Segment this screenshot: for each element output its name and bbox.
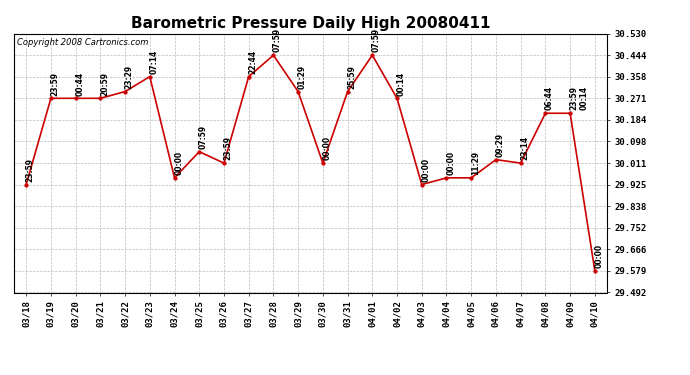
Text: 22:44: 22:44	[248, 50, 257, 74]
Text: 07:59: 07:59	[199, 125, 208, 149]
Text: 01:29: 01:29	[298, 64, 307, 89]
Text: 23:59: 23:59	[26, 158, 34, 182]
Text: 23:59: 23:59	[50, 72, 59, 96]
Title: Barometric Pressure Daily High 20080411: Barometric Pressure Daily High 20080411	[130, 16, 491, 31]
Text: 00:00: 00:00	[595, 244, 604, 268]
Text: Copyright 2008 Cartronics.com: Copyright 2008 Cartronics.com	[17, 38, 148, 46]
Text: 00:14: 00:14	[580, 86, 589, 111]
Text: 23:29: 23:29	[125, 64, 134, 89]
Text: 09:29: 09:29	[495, 133, 504, 157]
Text: 11:29: 11:29	[471, 151, 480, 175]
Text: 25:59: 25:59	[347, 65, 356, 89]
Text: 00:00: 00:00	[422, 158, 431, 182]
Text: 07:59: 07:59	[372, 28, 381, 53]
Text: 07:14: 07:14	[150, 50, 159, 74]
Text: 23:59: 23:59	[224, 136, 233, 160]
Text: 20:59: 20:59	[100, 72, 109, 96]
Text: 23:59: 23:59	[570, 87, 579, 111]
Text: 00:00: 00:00	[174, 151, 183, 175]
Text: 00:00: 00:00	[446, 151, 455, 175]
Text: 00:14: 00:14	[397, 71, 406, 96]
Text: 07:59: 07:59	[273, 28, 282, 53]
Text: 23:14: 23:14	[520, 136, 529, 160]
Text: 06:44: 06:44	[545, 86, 554, 111]
Text: 00:44: 00:44	[75, 71, 84, 96]
Text: 00:00: 00:00	[322, 136, 331, 160]
